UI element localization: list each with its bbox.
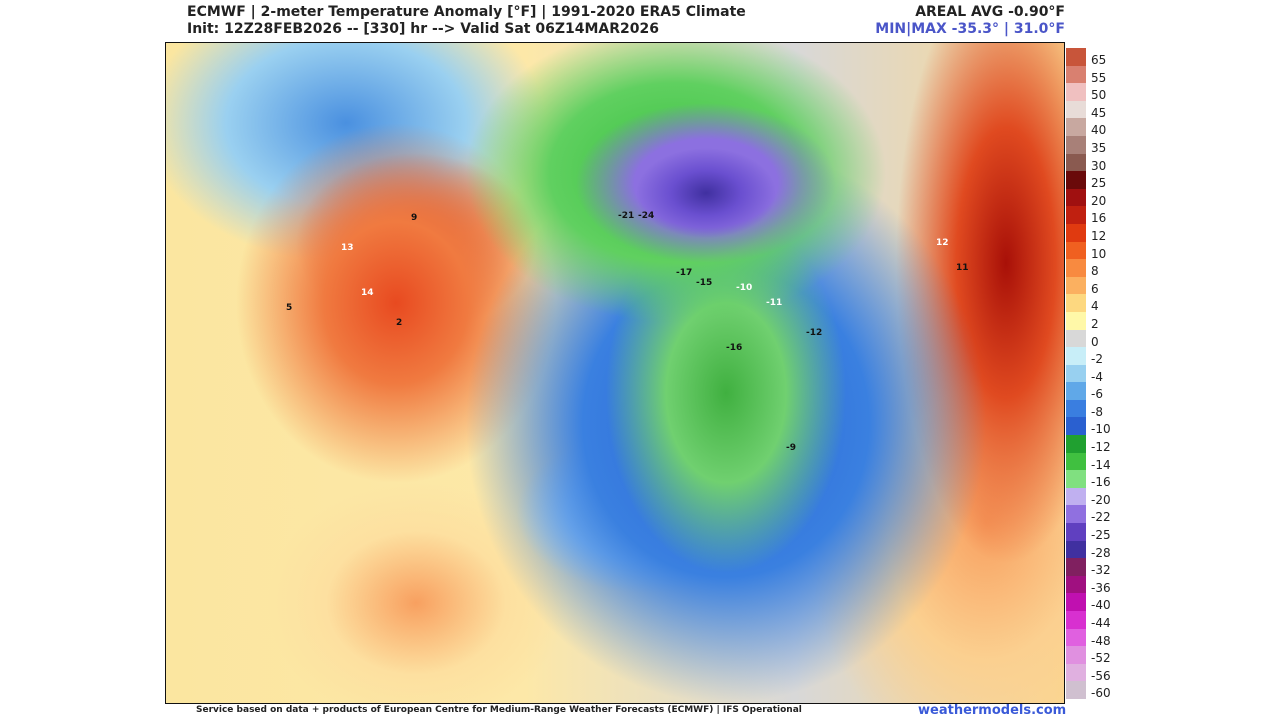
colorbar-label: 40 [1091,123,1107,138]
station-anomaly-label: -21 [618,211,635,221]
colorbar-swatch [1066,382,1086,400]
colorbar-swatch [1066,575,1086,594]
temperature-anomaly-map: 13 14 9 -21 -24 -17 -15 -16 -10 -11 -12 -9 5 2 12 11 [165,42,1065,704]
colorbar-label: -14 [1091,457,1111,472]
colorbar-label: 8 [1091,264,1099,279]
colorbar-label: 16 [1091,211,1107,226]
station-anomaly-label: 14 [361,288,374,298]
colorbar-swatch [1066,329,1086,348]
colorbar-label: -40 [1091,598,1111,613]
colorbar-swatch [1066,611,1086,629]
colorbar-label: -28 [1091,545,1111,560]
min-max: MIN|MAX -35.3° | 31.0°F [875,21,1065,37]
station-anomaly-label: -10 [736,283,753,293]
colorbar-swatch [1066,593,1086,611]
colorbar-swatch [1066,118,1086,136]
colorbar-swatch [1066,206,1086,224]
colorbar-swatch [1066,364,1086,383]
colorbar-label: -44 [1091,616,1111,630]
colorbar-swatch [1066,100,1086,119]
colorbar-swatch [1066,65,1086,84]
colorbar-label: -25 [1091,528,1111,543]
areal-average: AREAL AVG -0.90°F [915,4,1065,20]
colorbar-swatch [1066,540,1086,559]
colorbar-label: -12 [1091,440,1111,455]
colorbar-swatch [1066,646,1086,664]
colorbar-label: -56 [1091,668,1111,683]
colorbar-label: 25 [1091,176,1107,191]
colorbar-label: 30 [1091,158,1107,173]
colorbar-swatch [1066,311,1086,330]
colorbar-label: -8 [1091,404,1103,419]
colorbar-label: 4 [1091,299,1099,314]
station-anomaly-label: -9 [786,443,796,453]
colorbar-label: 10 [1091,246,1107,261]
colorbar-swatch [1066,399,1086,418]
colorbar-label: 2 [1091,316,1099,331]
station-anomaly-label: -12 [806,328,823,338]
station-anomaly-label: -11 [766,298,783,308]
colorbar-label: 20 [1091,193,1107,208]
colorbar-label: -52 [1091,651,1111,666]
colorbar-swatch [1066,241,1086,260]
colorbar-swatch [1066,347,1086,365]
colorbar-label: -2 [1091,352,1103,367]
colorbar-swatch [1066,435,1086,453]
colorbar-swatch [1066,135,1086,154]
station-anomaly-label: -16 [726,343,743,353]
colorbar-label: 6 [1091,281,1099,296]
colorbar-swatch [1066,259,1086,277]
colorbar-swatch [1066,470,1086,488]
colorbar-swatch [1066,171,1086,189]
colorbar-swatch [1066,505,1086,524]
station-anomaly-label: 2 [396,318,403,328]
colorbar-label: -10 [1091,422,1111,437]
colorbar-label: 65 [1091,53,1107,67]
brand-link[interactable]: weathermodels.com [918,703,1067,718]
colorbar-label: 55 [1091,70,1107,85]
colorbar-label: -6 [1091,387,1103,402]
station-anomaly-label: 11 [956,263,969,273]
colorbar-swatch [1066,188,1086,207]
colorbar-swatch [1066,294,1086,312]
colorbar-ticks: 65 55 50 45 40 35 30 25 20 16 12 10 8 6 4 2 0 -2 -4 -6 -8 -10… [1091,52,1111,703]
colorbar-label: -20 [1091,492,1111,507]
colorbar-label: -4 [1091,369,1103,384]
colorbar-label: 45 [1091,105,1107,120]
station-anomaly-label: 5 [286,303,293,313]
colorbar-swatch [1066,523,1086,541]
data-credit: Service based on data + products of Euro… [196,705,802,715]
map-title: ECMWF | 2-meter Temperature Anomaly [°F]… [187,4,746,20]
colorbar-swatch [1066,487,1086,506]
colorbar-label: 35 [1091,140,1107,155]
colorbar-swatch [1066,223,1086,242]
colorbar-swatch [1066,153,1086,172]
colorbar-label: -36 [1091,580,1111,595]
colorbar-label: 50 [1091,88,1107,103]
colorbar-label: -48 [1091,633,1111,648]
colorbar-swatch [1066,276,1086,295]
colorbar-label: 0 [1091,334,1099,349]
colorbar-swatch [1066,417,1086,436]
station-anomaly-label: 9 [411,213,418,223]
station-anomaly-label: -24 [638,211,655,221]
colorbar-swatch [1066,628,1086,647]
station-anomaly-label: 12 [936,238,949,248]
colorbar-swatch [1066,48,1086,66]
colorbar-swatch [1066,83,1086,101]
colorbar-swatch [1066,681,1086,699]
map-subtitle: Init: 12Z28FEB2026 -- [330] hr --> Valid… [187,21,659,37]
colorbar-swatch [1066,452,1086,471]
colorbar [1066,48,1086,699]
colorbar-label: -32 [1091,563,1111,578]
station-anomaly-label: 13 [341,243,354,253]
station-anomaly-label: -15 [696,278,713,288]
colorbar-swatch [1066,663,1086,682]
colorbar-label: -16 [1091,475,1111,490]
colorbar-label: -22 [1091,510,1111,525]
station-anomaly-label: -17 [676,268,693,278]
colorbar-swatch [1066,558,1086,576]
colorbar-label: 12 [1091,228,1107,243]
colorbar-label: -60 [1091,686,1111,701]
